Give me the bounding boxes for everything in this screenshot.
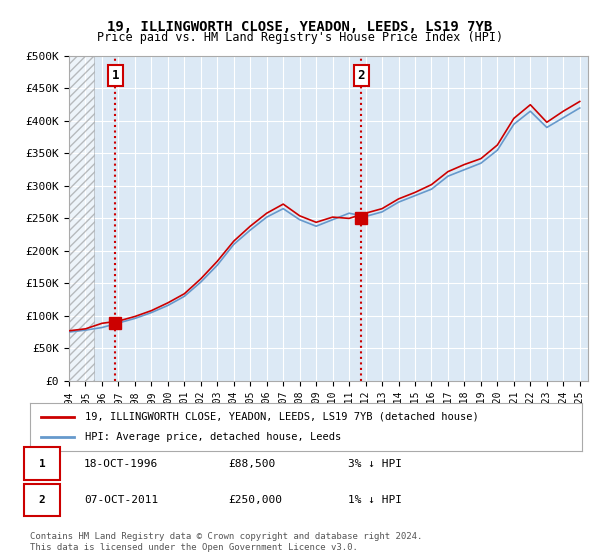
Text: 07-OCT-2011: 07-OCT-2011: [84, 495, 158, 505]
Text: 19, ILLINGWORTH CLOSE, YEADON, LEEDS, LS19 7YB (detached house): 19, ILLINGWORTH CLOSE, YEADON, LEEDS, LS…: [85, 412, 479, 422]
Text: 2: 2: [358, 69, 365, 82]
Text: 19, ILLINGWORTH CLOSE, YEADON, LEEDS, LS19 7YB: 19, ILLINGWORTH CLOSE, YEADON, LEEDS, LS…: [107, 20, 493, 34]
Bar: [69, 56, 94, 381]
Text: Price paid vs. HM Land Registry's House Price Index (HPI): Price paid vs. HM Land Registry's House …: [97, 31, 503, 44]
Text: 1% ↓ HPI: 1% ↓ HPI: [348, 495, 402, 505]
Text: HPI: Average price, detached house, Leeds: HPI: Average price, detached house, Leed…: [85, 432, 341, 442]
Text: £88,500: £88,500: [228, 459, 275, 469]
Text: £250,000: £250,000: [228, 495, 282, 505]
Text: 1: 1: [38, 459, 46, 469]
Text: 1: 1: [112, 69, 119, 82]
Text: 3% ↓ HPI: 3% ↓ HPI: [348, 459, 402, 469]
Text: 2: 2: [38, 495, 46, 505]
Text: 18-OCT-1996: 18-OCT-1996: [84, 459, 158, 469]
Text: Contains HM Land Registry data © Crown copyright and database right 2024.
This d: Contains HM Land Registry data © Crown c…: [30, 532, 422, 552]
